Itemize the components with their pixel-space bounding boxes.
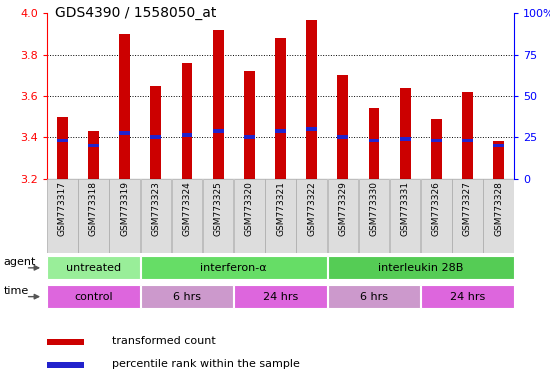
- FancyBboxPatch shape: [390, 179, 420, 253]
- Text: GSM773326: GSM773326: [432, 181, 441, 236]
- Text: GSM773323: GSM773323: [151, 181, 161, 236]
- Text: GSM773321: GSM773321: [276, 181, 285, 236]
- FancyBboxPatch shape: [452, 179, 483, 253]
- Bar: [47, 339, 84, 345]
- Bar: [493, 144, 504, 147]
- Bar: [368, 139, 379, 142]
- Text: untreated: untreated: [66, 263, 121, 273]
- FancyBboxPatch shape: [296, 179, 327, 253]
- Text: GSM773320: GSM773320: [245, 181, 254, 236]
- Bar: [275, 38, 286, 179]
- Bar: [306, 20, 317, 179]
- Bar: [213, 129, 224, 133]
- Bar: [400, 137, 411, 141]
- Bar: [337, 136, 348, 139]
- Bar: [306, 127, 317, 131]
- FancyBboxPatch shape: [234, 285, 327, 308]
- FancyBboxPatch shape: [328, 285, 420, 308]
- Bar: [493, 141, 504, 179]
- FancyBboxPatch shape: [109, 179, 140, 253]
- Bar: [431, 139, 442, 142]
- Bar: [47, 362, 84, 368]
- Bar: [462, 139, 473, 142]
- Bar: [400, 88, 411, 179]
- FancyBboxPatch shape: [421, 179, 452, 253]
- Text: percentile rank within the sample: percentile rank within the sample: [112, 359, 300, 369]
- Text: GSM773327: GSM773327: [463, 181, 472, 236]
- Bar: [244, 71, 255, 179]
- Bar: [182, 133, 192, 137]
- Text: transformed count: transformed count: [112, 336, 216, 346]
- FancyBboxPatch shape: [141, 179, 171, 253]
- Bar: [57, 117, 68, 179]
- Text: GSM773329: GSM773329: [338, 181, 348, 236]
- Bar: [431, 119, 442, 179]
- Bar: [337, 75, 348, 179]
- Text: GSM773330: GSM773330: [370, 181, 378, 236]
- Bar: [57, 139, 68, 142]
- Bar: [213, 30, 224, 179]
- Text: 6 hrs: 6 hrs: [173, 291, 201, 302]
- Text: GSM773328: GSM773328: [494, 181, 503, 236]
- FancyBboxPatch shape: [47, 285, 140, 308]
- Bar: [182, 63, 192, 179]
- FancyBboxPatch shape: [78, 179, 109, 253]
- FancyBboxPatch shape: [421, 285, 514, 308]
- FancyBboxPatch shape: [234, 179, 265, 253]
- Bar: [88, 144, 99, 147]
- Bar: [244, 136, 255, 139]
- Bar: [462, 92, 473, 179]
- Bar: [150, 86, 161, 179]
- Bar: [368, 108, 379, 179]
- FancyBboxPatch shape: [328, 257, 514, 279]
- Bar: [275, 129, 286, 133]
- FancyBboxPatch shape: [328, 179, 358, 253]
- Text: GSM773331: GSM773331: [400, 181, 410, 236]
- FancyBboxPatch shape: [141, 285, 233, 308]
- Text: interleukin 28B: interleukin 28B: [378, 263, 464, 273]
- Bar: [119, 131, 130, 135]
- Text: agent: agent: [4, 257, 36, 267]
- Text: control: control: [74, 291, 113, 302]
- FancyBboxPatch shape: [172, 179, 202, 253]
- FancyBboxPatch shape: [483, 179, 514, 253]
- Bar: [119, 34, 130, 179]
- Text: GSM773319: GSM773319: [120, 181, 129, 236]
- Bar: [88, 131, 99, 179]
- FancyBboxPatch shape: [359, 179, 389, 253]
- Text: 24 hrs: 24 hrs: [450, 291, 485, 302]
- Text: GSM773322: GSM773322: [307, 181, 316, 235]
- Text: GDS4390 / 1558050_at: GDS4390 / 1558050_at: [55, 6, 216, 20]
- FancyBboxPatch shape: [141, 257, 327, 279]
- Text: time: time: [4, 286, 29, 296]
- Text: GSM773317: GSM773317: [58, 181, 67, 236]
- FancyBboxPatch shape: [203, 179, 233, 253]
- Text: GSM773318: GSM773318: [89, 181, 98, 236]
- Text: interferon-α: interferon-α: [200, 263, 267, 273]
- Text: GSM773325: GSM773325: [213, 181, 223, 236]
- Text: 6 hrs: 6 hrs: [360, 291, 388, 302]
- Text: 24 hrs: 24 hrs: [263, 291, 298, 302]
- Bar: [150, 136, 161, 139]
- Text: GSM773324: GSM773324: [183, 181, 191, 235]
- FancyBboxPatch shape: [265, 179, 296, 253]
- FancyBboxPatch shape: [47, 257, 140, 279]
- FancyBboxPatch shape: [47, 179, 78, 253]
